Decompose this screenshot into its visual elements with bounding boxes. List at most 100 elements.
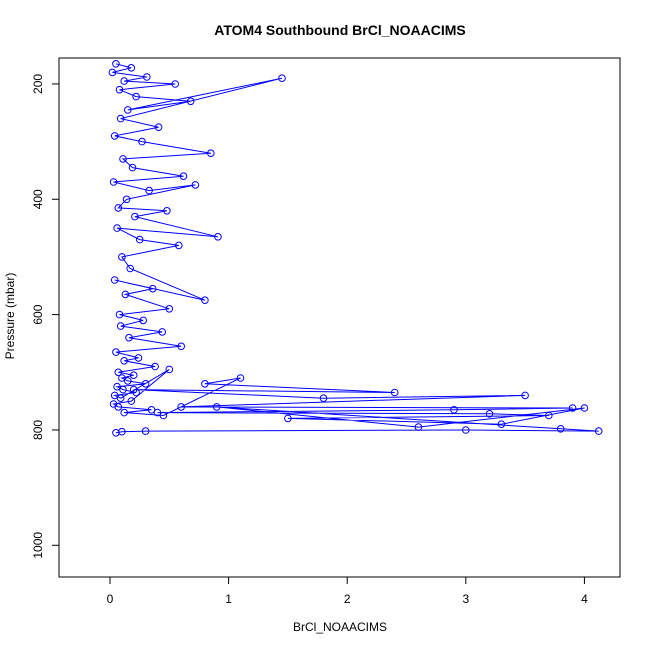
data-point: [163, 207, 171, 215]
data-point: [112, 429, 120, 437]
data-point: [141, 380, 150, 388]
data-point: [319, 394, 328, 403]
data-point: [120, 408, 128, 417]
data-point: [179, 172, 188, 180]
data-point: [126, 264, 134, 273]
data-point: [110, 276, 119, 284]
data-point: [414, 423, 423, 431]
data-point: [154, 123, 163, 131]
data-point: [127, 397, 136, 405]
chart-title: ATOM4 Southbound BrCl_NOAACIMS: [214, 22, 465, 38]
data-point: [201, 380, 209, 388]
data-point: [114, 368, 123, 377]
data-point: [138, 137, 146, 146]
x-axis-label: BrCl_NOAACIMS: [293, 620, 387, 634]
data-point: [191, 181, 200, 189]
data-point: [131, 212, 139, 221]
data-point: [177, 403, 185, 411]
data-point: [153, 408, 162, 417]
data-point: [124, 377, 132, 385]
y-tick-label: 1000: [31, 532, 45, 559]
data-point: [116, 114, 125, 123]
data-point: [186, 97, 195, 106]
y-tick-label: 400: [31, 189, 45, 209]
data-point: [143, 73, 151, 81]
y-tick-label: 600: [31, 304, 45, 324]
data-point: [118, 374, 126, 382]
data-point: [171, 80, 179, 88]
x-tick-label: 3: [462, 592, 469, 606]
y-axis: 200 400 600 800 1000: [31, 74, 60, 559]
data-point: [114, 204, 123, 212]
x-tick-label: 0: [107, 592, 114, 606]
data-point: [113, 382, 121, 391]
data-point: [158, 328, 166, 336]
data-point: [207, 149, 215, 157]
data-point: [390, 388, 399, 397]
data-point: [175, 241, 183, 250]
data-point: [497, 420, 506, 429]
data-point: [118, 253, 126, 261]
data-point: [128, 163, 137, 172]
data-point: [120, 357, 128, 365]
data-point: [278, 74, 286, 82]
data-point: [110, 391, 119, 400]
data-point: [113, 224, 121, 232]
data-point: [115, 310, 124, 319]
data-point: [151, 362, 159, 371]
data-point: [450, 406, 458, 414]
data-point: [135, 235, 144, 244]
data-point: [236, 374, 245, 382]
data-point: [119, 155, 127, 163]
data-point: [129, 371, 138, 380]
data-point: [115, 85, 124, 94]
data-point: [108, 68, 117, 77]
data-point: [594, 427, 603, 435]
data-point: [124, 106, 132, 114]
data-point: [485, 410, 494, 418]
data-point: [141, 427, 150, 435]
data-point: [177, 342, 185, 351]
data-point: [568, 404, 577, 412]
data-point: [120, 77, 128, 85]
data-point: [114, 403, 123, 411]
y-axis-label: Pressure (mbar): [3, 273, 17, 360]
data-point: [214, 233, 222, 241]
data-point: [521, 391, 529, 400]
data-point: [147, 406, 156, 414]
x-axis: 0 1 2 3 4: [107, 576, 588, 606]
data-point: [119, 385, 127, 394]
y-tick-label: 200: [31, 74, 45, 94]
data-point: [121, 290, 130, 299]
data-point: [139, 316, 147, 325]
data-point: [109, 178, 118, 186]
data-point: [145, 186, 153, 195]
plot-area: [108, 60, 603, 437]
data-point: [110, 132, 119, 140]
data-point: [129, 385, 138, 394]
data-point: [212, 403, 221, 411]
data-point: [134, 354, 143, 362]
data-point: [159, 411, 168, 420]
x-tick-label: 2: [344, 592, 351, 606]
data-point: [580, 404, 589, 412]
data-point: [122, 195, 131, 204]
data-point: [112, 60, 120, 68]
data-point: [201, 296, 209, 305]
data-point: [116, 322, 125, 330]
data-point: [556, 425, 565, 433]
data-point: [165, 365, 174, 374]
data-point: [112, 348, 120, 356]
data-point: [148, 284, 157, 293]
data-point: [165, 305, 174, 313]
data-point: [127, 64, 136, 72]
data-point: [284, 414, 292, 423]
y-tick-label: 800: [31, 420, 45, 440]
series-line: [112, 63, 599, 434]
data-point: [132, 92, 140, 101]
x-tick-label: 1: [225, 592, 232, 606]
x-tick-label: 4: [581, 592, 588, 606]
data-point: [125, 333, 133, 342]
data-point: [116, 394, 125, 403]
